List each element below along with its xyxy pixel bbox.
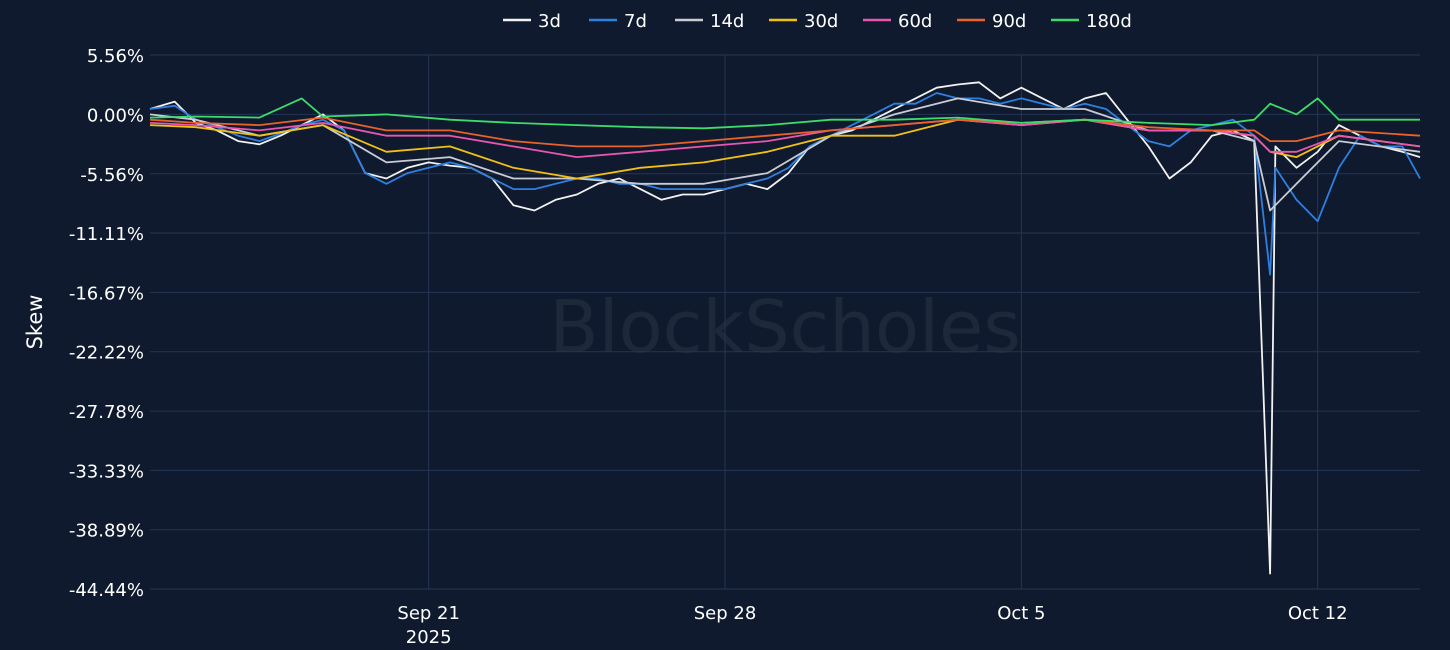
series-line-180d	[149, 97, 1420, 130]
y-tick-label: -38.89%	[69, 521, 144, 542]
legend-label: 180d	[1086, 11, 1132, 32]
legend-label: 14d	[710, 11, 744, 32]
series-line-60d	[149, 118, 1421, 159]
x-tick-label: Oct 12	[1288, 603, 1348, 624]
y-tick-label: 0.00%	[87, 105, 144, 126]
y-tick-label: -5.56%	[80, 165, 144, 186]
x-tick-label: Sep 28	[694, 603, 757, 624]
watermark-logo: BlockScholes	[549, 285, 1021, 369]
y-tick-label: -11.11%	[69, 224, 144, 245]
y-tick-label: -33.33%	[69, 461, 144, 482]
y-tick-label: -27.78%	[69, 402, 144, 423]
y-axis-title: Skew	[23, 295, 47, 350]
x-axis: Sep 21 2025 Sep 28 Oct 5 Oct 12	[397, 603, 1347, 648]
y-axis: 5.56% 0.00% -5.56% -11.11% -16.67% -22.22% -27…	[69, 46, 144, 601]
legend-label: 7d	[624, 11, 647, 32]
legend-item-14d[interactable]: 14d	[675, 11, 744, 32]
series-line-7d	[149, 92, 1421, 276]
legend-item-60d[interactable]: 60d	[863, 11, 932, 32]
legend-item-90d[interactable]: 90d	[957, 11, 1026, 32]
y-tick-label: 5.56%	[87, 46, 144, 67]
series-line-90d	[149, 116, 1421, 148]
y-tick-label: -16.67%	[69, 283, 144, 304]
legend-label: 60d	[898, 11, 932, 32]
legend-item-30d[interactable]: 30d	[769, 11, 838, 32]
legend-label: 30d	[804, 11, 838, 32]
x-tick-label: Sep 21	[397, 603, 460, 624]
legend-label: 3d	[538, 11, 561, 32]
legend-item-3d[interactable]: 3d	[503, 11, 561, 32]
series-lines	[149, 81, 1421, 575]
y-tick-label: -22.22%	[69, 343, 144, 364]
legend: 3d 7d 14d 30d 60d 90d 180d	[503, 11, 1132, 32]
legend-item-180d[interactable]: 180d	[1051, 11, 1132, 32]
legend-label: 90d	[992, 11, 1026, 32]
x-tick-sublabel: 2025	[406, 627, 452, 648]
legend-item-7d[interactable]: 7d	[589, 11, 647, 32]
x-tick-label: Oct 5	[997, 603, 1045, 624]
y-tick-label: -44.44%	[69, 580, 144, 601]
